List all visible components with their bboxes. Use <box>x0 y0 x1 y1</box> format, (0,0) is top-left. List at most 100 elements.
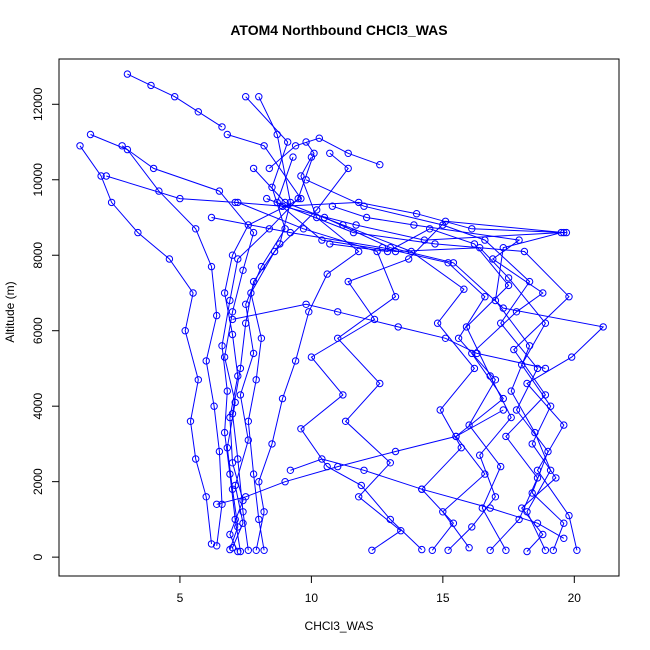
data-point <box>504 281 513 290</box>
data-point <box>449 259 458 267</box>
data-point <box>470 364 479 373</box>
series-line <box>231 96 291 551</box>
data-point <box>244 436 253 444</box>
data-point <box>507 387 515 395</box>
data-point <box>213 311 221 320</box>
series-line <box>106 175 567 234</box>
data-point <box>515 515 523 524</box>
data-point <box>397 527 405 535</box>
series-line <box>79 145 212 544</box>
data-point <box>228 251 237 259</box>
data-point <box>362 213 371 222</box>
data-point <box>242 300 250 308</box>
data-point <box>507 413 515 422</box>
y-axis-label: Altitude (m) <box>3 281 17 342</box>
data-point <box>544 447 552 456</box>
data-point <box>476 244 484 252</box>
data-point <box>560 534 568 542</box>
data-point <box>134 228 142 237</box>
data-point <box>215 187 224 195</box>
data-point <box>528 440 536 448</box>
data-point <box>260 142 268 150</box>
data-point <box>165 255 174 263</box>
data-point <box>181 327 189 335</box>
series-line <box>332 205 544 548</box>
data-point <box>149 164 158 173</box>
data-point <box>560 421 568 429</box>
data-point <box>326 240 334 248</box>
data-point <box>215 447 224 456</box>
data-point <box>257 262 266 271</box>
series-line <box>305 179 565 551</box>
data-point <box>231 198 239 207</box>
series-line <box>211 217 507 551</box>
series-line <box>221 141 315 552</box>
data-point <box>462 323 471 331</box>
data-point <box>228 330 237 339</box>
data-point <box>313 213 321 222</box>
data-point <box>310 149 318 158</box>
data-point <box>226 530 234 539</box>
series-6 <box>326 225 515 554</box>
data-point <box>302 138 310 146</box>
data-point <box>268 440 276 448</box>
data-point <box>523 379 531 388</box>
series-11 <box>320 213 607 554</box>
data-point <box>502 432 510 441</box>
data-point <box>234 255 242 263</box>
data-point <box>213 500 221 508</box>
data-point <box>297 172 305 180</box>
data-point <box>218 123 226 131</box>
data-point <box>565 511 573 520</box>
data-point <box>228 459 237 467</box>
data-point <box>315 134 323 142</box>
series-25 <box>123 70 226 131</box>
data-point <box>249 349 258 358</box>
data-point <box>239 519 247 527</box>
plot-frame <box>58 58 620 577</box>
data-point <box>478 504 486 512</box>
data-point <box>552 474 560 482</box>
series-7 <box>302 176 568 554</box>
data-point <box>291 357 300 365</box>
data-point <box>533 364 542 373</box>
data-point <box>533 474 542 482</box>
data-point <box>412 210 421 218</box>
data-point <box>226 296 234 305</box>
series-17 <box>297 217 568 554</box>
series-line <box>329 228 512 551</box>
data-point <box>223 130 232 139</box>
data-point <box>223 444 232 452</box>
series-line <box>232 96 289 548</box>
data-point <box>523 547 531 556</box>
data-point <box>291 142 300 150</box>
data-point <box>252 376 260 384</box>
y-tick-label: 0 <box>31 553 45 560</box>
data-point <box>97 172 105 180</box>
data-point <box>546 466 555 474</box>
data-point <box>431 240 439 248</box>
data-point <box>260 546 268 554</box>
data-point <box>307 353 316 361</box>
data-point <box>257 334 266 342</box>
data-point <box>255 478 263 486</box>
data-point <box>504 274 513 282</box>
data-point <box>368 546 376 554</box>
data-point <box>207 262 216 271</box>
series-line <box>290 458 565 539</box>
data-point <box>236 547 245 556</box>
y-tick-label: 8000 <box>31 242 45 269</box>
data-point <box>123 70 132 78</box>
data-point <box>391 447 400 456</box>
data-point <box>549 546 557 554</box>
data-point <box>473 349 481 358</box>
series-line <box>127 73 223 128</box>
data-point <box>260 508 268 516</box>
data-point <box>468 523 476 531</box>
data-point <box>207 213 216 222</box>
data-point <box>318 455 326 463</box>
data-point <box>244 546 253 554</box>
data-point <box>489 255 497 263</box>
data-point <box>194 376 203 384</box>
data-point <box>334 462 342 471</box>
